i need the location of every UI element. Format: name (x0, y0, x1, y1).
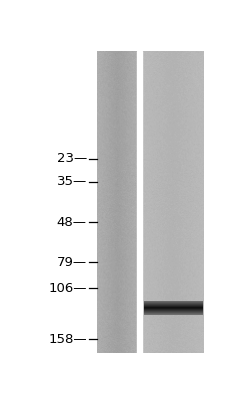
Bar (137, 51, 142, 353)
Text: 35—: 35— (56, 176, 86, 188)
Text: 79—: 79— (57, 256, 86, 268)
Text: 48—: 48— (57, 216, 86, 228)
Text: 158—: 158— (48, 332, 86, 346)
Text: 23—: 23— (56, 152, 86, 165)
Text: 106—: 106— (48, 282, 86, 295)
